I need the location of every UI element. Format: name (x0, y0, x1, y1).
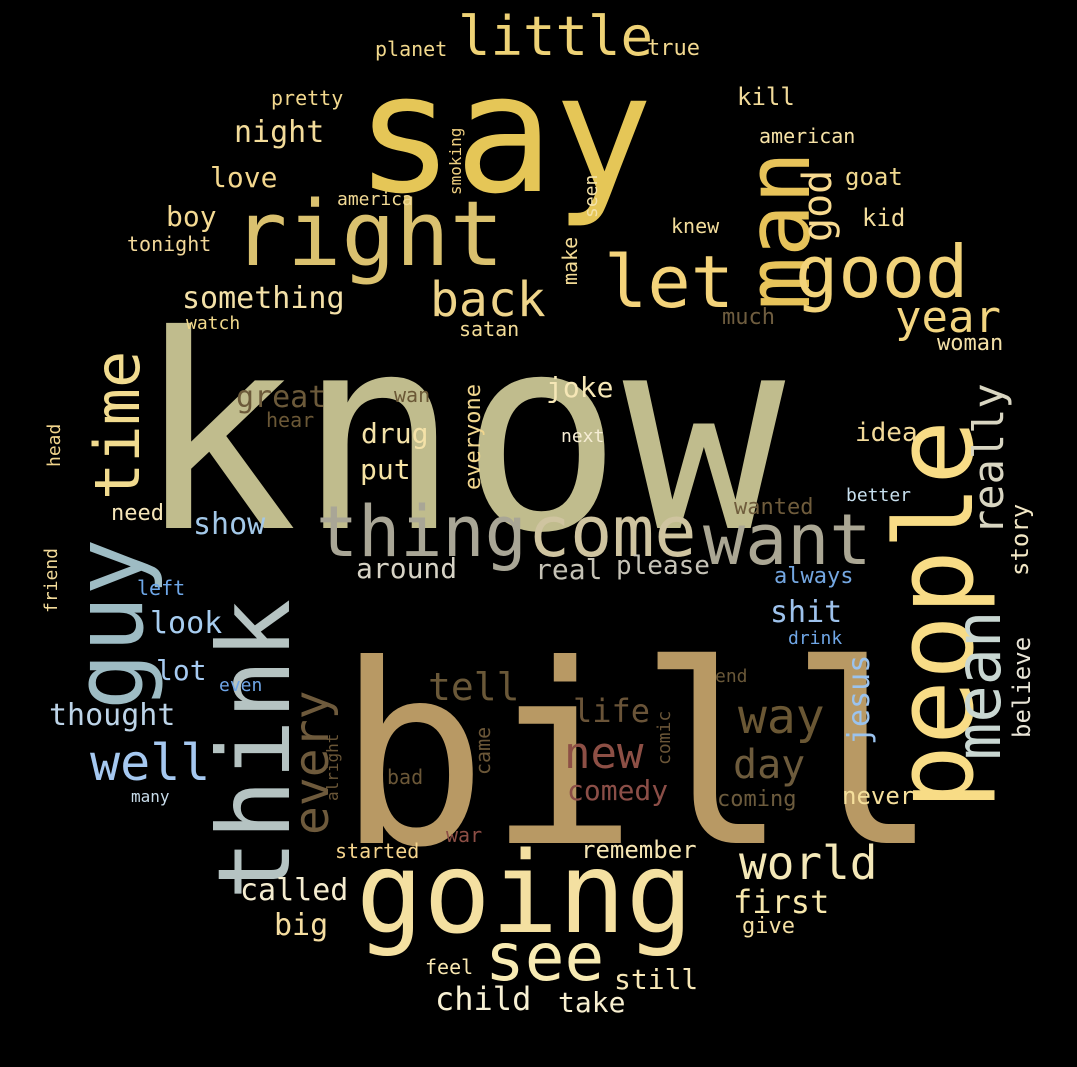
word-many: many (131, 787, 170, 806)
word-end: end (715, 666, 748, 687)
word-around: around (356, 552, 458, 585)
word-big: big (274, 908, 329, 943)
word-say: say (355, 38, 654, 230)
word-believe: believe (1008, 636, 1036, 738)
word-life: life (573, 692, 651, 730)
word-alright: alright (323, 733, 342, 801)
word-comic: comic (654, 710, 675, 765)
word-make: make (558, 236, 582, 285)
word-next: next (561, 426, 605, 447)
word-right: right (233, 182, 504, 287)
word-smoking: smoking (446, 127, 465, 195)
word-want: want (703, 499, 872, 581)
word-show: show (193, 507, 266, 542)
word-tell: tell (428, 665, 520, 709)
word-going: going (356, 829, 694, 959)
word-everyone: everyone (461, 384, 486, 490)
word-night: night (234, 115, 325, 150)
word-seen: seen (581, 174, 602, 218)
word-day: day (733, 742, 806, 788)
word-time: time (81, 350, 154, 500)
word-america: america (337, 189, 413, 210)
word-feel: feel (425, 955, 474, 979)
word-let: let (604, 240, 735, 324)
word-see: see (485, 919, 605, 996)
word-great: great (236, 380, 327, 415)
word-drug: drug (361, 417, 429, 450)
word-knew: knew (671, 214, 720, 238)
word-please: please (616, 551, 710, 581)
word-lot: lot (156, 654, 207, 687)
word-war: war (446, 823, 483, 847)
word-coming: coming (717, 787, 797, 812)
word-real: real (535, 553, 603, 586)
word-thought: thought (49, 698, 176, 733)
word-take: take (558, 986, 626, 1019)
word-called: called (240, 873, 349, 908)
word-way: way (738, 689, 825, 745)
word-know: know (135, 277, 786, 592)
word-planet: planet (375, 37, 448, 61)
word-kid: kid (862, 204, 906, 232)
word-came: came (471, 726, 495, 775)
word-kill: kill (737, 83, 795, 111)
word-left: left (137, 576, 186, 600)
word-new: new (564, 728, 644, 779)
word-give: give (742, 914, 795, 939)
word-wan: wan (394, 383, 431, 407)
word-come: come (528, 491, 697, 573)
word-shit: shit (770, 595, 843, 630)
word-bill: bill (337, 611, 940, 902)
word-better: better (846, 485, 912, 506)
word-even: even (219, 675, 263, 696)
word-head: head (44, 423, 65, 467)
word-always: always (774, 564, 854, 589)
word-satan: satan (459, 317, 520, 341)
word-much: much (722, 305, 775, 330)
word-american: american (759, 124, 856, 148)
word-love: love (210, 161, 278, 194)
word-put: put (360, 453, 411, 486)
word-friend: friend (41, 547, 62, 613)
word-wanted: wanted (734, 495, 814, 520)
word-well: well (90, 734, 211, 792)
word-drink: drink (788, 628, 843, 649)
word-really: really (964, 383, 1013, 535)
word-boy: boy (166, 200, 217, 233)
word-true: true (647, 36, 700, 61)
word-started: started (335, 839, 420, 863)
word-still: still (614, 963, 699, 996)
word-goat: goat (845, 163, 903, 191)
word-watch: watch (186, 313, 241, 334)
word-first: first (733, 883, 830, 921)
word-back: back (430, 272, 546, 328)
word-little: little (458, 5, 654, 68)
word-never: never (842, 782, 915, 810)
word-remember: remember (581, 836, 697, 864)
word-mean: mean (942, 610, 1015, 760)
word-bad: bad (387, 765, 424, 789)
word-woman: woman (937, 331, 1004, 356)
word-year: year (895, 292, 1001, 343)
word-something: something (182, 281, 345, 316)
word-world: world (739, 836, 878, 890)
word-comedy: comedy (567, 774, 669, 807)
word-tonight: tonight (127, 232, 212, 256)
word-jesus: jesus (842, 654, 877, 745)
word-story: story (1006, 503, 1034, 576)
word-child: child (435, 980, 532, 1018)
word-look: look (150, 606, 223, 641)
word-pretty: pretty (271, 86, 344, 110)
word-thing: thing (316, 491, 527, 573)
word-guy: guy (55, 538, 165, 710)
word-good: good (795, 230, 969, 314)
word-god: god (795, 169, 841, 242)
word-hear: hear (266, 408, 315, 432)
word-need: need (111, 501, 164, 526)
word-idea: idea (855, 418, 918, 448)
word-joke: joke (546, 371, 614, 404)
